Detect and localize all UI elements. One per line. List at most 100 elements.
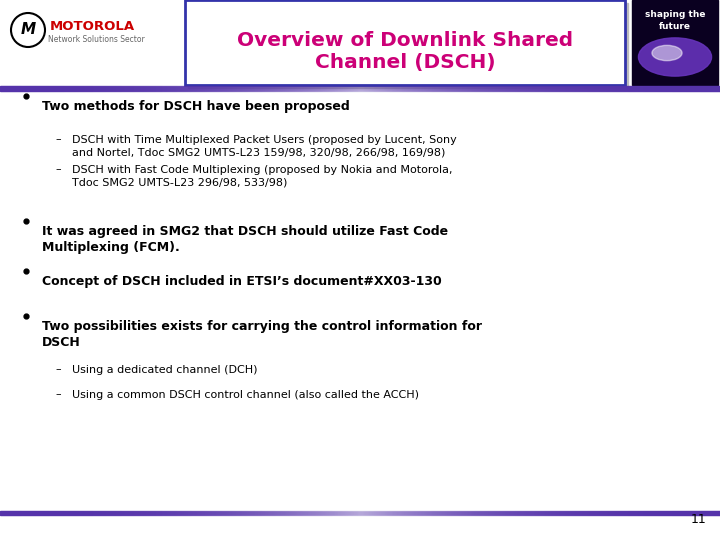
Bar <box>611 511 612 515</box>
Bar <box>672 86 673 91</box>
Bar <box>255 511 256 515</box>
Bar <box>147 511 148 515</box>
Bar <box>317 511 318 515</box>
Bar <box>443 86 444 91</box>
Bar <box>502 86 503 91</box>
Bar <box>714 511 715 515</box>
Bar <box>383 86 384 91</box>
Bar <box>127 86 128 91</box>
Bar <box>33 86 34 91</box>
Bar <box>399 86 400 91</box>
Bar <box>651 86 652 91</box>
Bar <box>233 86 234 91</box>
Bar <box>43 86 44 91</box>
Bar <box>104 86 105 91</box>
Bar <box>675 86 676 91</box>
Bar <box>491 86 492 91</box>
Bar <box>36 511 37 515</box>
Bar <box>500 86 501 91</box>
Bar <box>640 511 641 515</box>
Bar <box>384 86 385 91</box>
Bar <box>603 86 604 91</box>
Bar <box>118 511 119 515</box>
Bar <box>309 511 310 515</box>
Bar <box>163 86 164 91</box>
Bar <box>517 86 518 91</box>
Bar <box>350 511 351 515</box>
Bar <box>10 511 11 515</box>
Bar <box>88 86 89 91</box>
Bar <box>305 511 306 515</box>
Bar <box>279 511 280 515</box>
Bar <box>393 86 394 91</box>
Bar <box>345 511 346 515</box>
Bar <box>59 86 60 91</box>
Bar <box>248 511 249 515</box>
Bar <box>19 86 20 91</box>
Bar <box>51 511 52 515</box>
Bar <box>65 86 66 91</box>
Bar <box>634 86 635 91</box>
Bar <box>649 86 650 91</box>
Bar <box>661 511 662 515</box>
Bar <box>719 511 720 515</box>
Bar <box>167 511 168 515</box>
Bar <box>322 511 323 515</box>
Bar <box>498 86 499 91</box>
Bar <box>476 511 477 515</box>
Bar <box>493 511 494 515</box>
Bar <box>433 511 434 515</box>
Bar <box>327 511 328 515</box>
Bar <box>35 86 36 91</box>
Bar <box>57 86 58 91</box>
Bar <box>253 511 254 515</box>
Bar <box>245 511 246 515</box>
Bar <box>648 511 649 515</box>
Bar <box>77 86 78 91</box>
Bar <box>377 511 378 515</box>
Bar <box>597 511 598 515</box>
Bar <box>295 511 296 515</box>
Bar <box>520 511 521 515</box>
Bar <box>371 511 372 515</box>
Bar <box>252 511 253 515</box>
Bar <box>656 86 657 91</box>
Bar <box>128 511 129 515</box>
Bar <box>480 86 481 91</box>
Bar <box>13 511 14 515</box>
Bar <box>6 511 7 515</box>
Bar <box>182 86 183 91</box>
Bar <box>231 511 232 515</box>
Bar <box>228 511 229 515</box>
Bar <box>378 86 379 91</box>
Bar <box>546 511 547 515</box>
Bar <box>78 86 79 91</box>
Bar <box>441 86 442 91</box>
Bar <box>449 511 450 515</box>
Text: Two methods for DSCH have been proposed: Two methods for DSCH have been proposed <box>42 100 350 113</box>
Bar <box>631 511 632 515</box>
Bar <box>130 511 131 515</box>
Bar <box>144 511 145 515</box>
Bar <box>234 511 235 515</box>
Bar <box>59 511 60 515</box>
Bar <box>42 86 43 91</box>
Bar <box>276 511 277 515</box>
Bar <box>343 511 344 515</box>
Bar <box>251 86 252 91</box>
Bar <box>280 86 281 91</box>
Bar <box>68 511 69 515</box>
Bar <box>529 86 530 91</box>
Bar <box>671 86 672 91</box>
Bar <box>212 511 213 515</box>
Bar <box>310 511 311 515</box>
Bar <box>421 86 422 91</box>
Bar <box>431 86 432 91</box>
Bar <box>168 86 169 91</box>
Bar <box>266 511 267 515</box>
Text: Using a dedicated channel (DCH): Using a dedicated channel (DCH) <box>72 365 258 375</box>
Bar <box>689 86 690 91</box>
Bar <box>0 0 720 88</box>
Bar <box>636 511 637 515</box>
Bar <box>359 511 360 515</box>
